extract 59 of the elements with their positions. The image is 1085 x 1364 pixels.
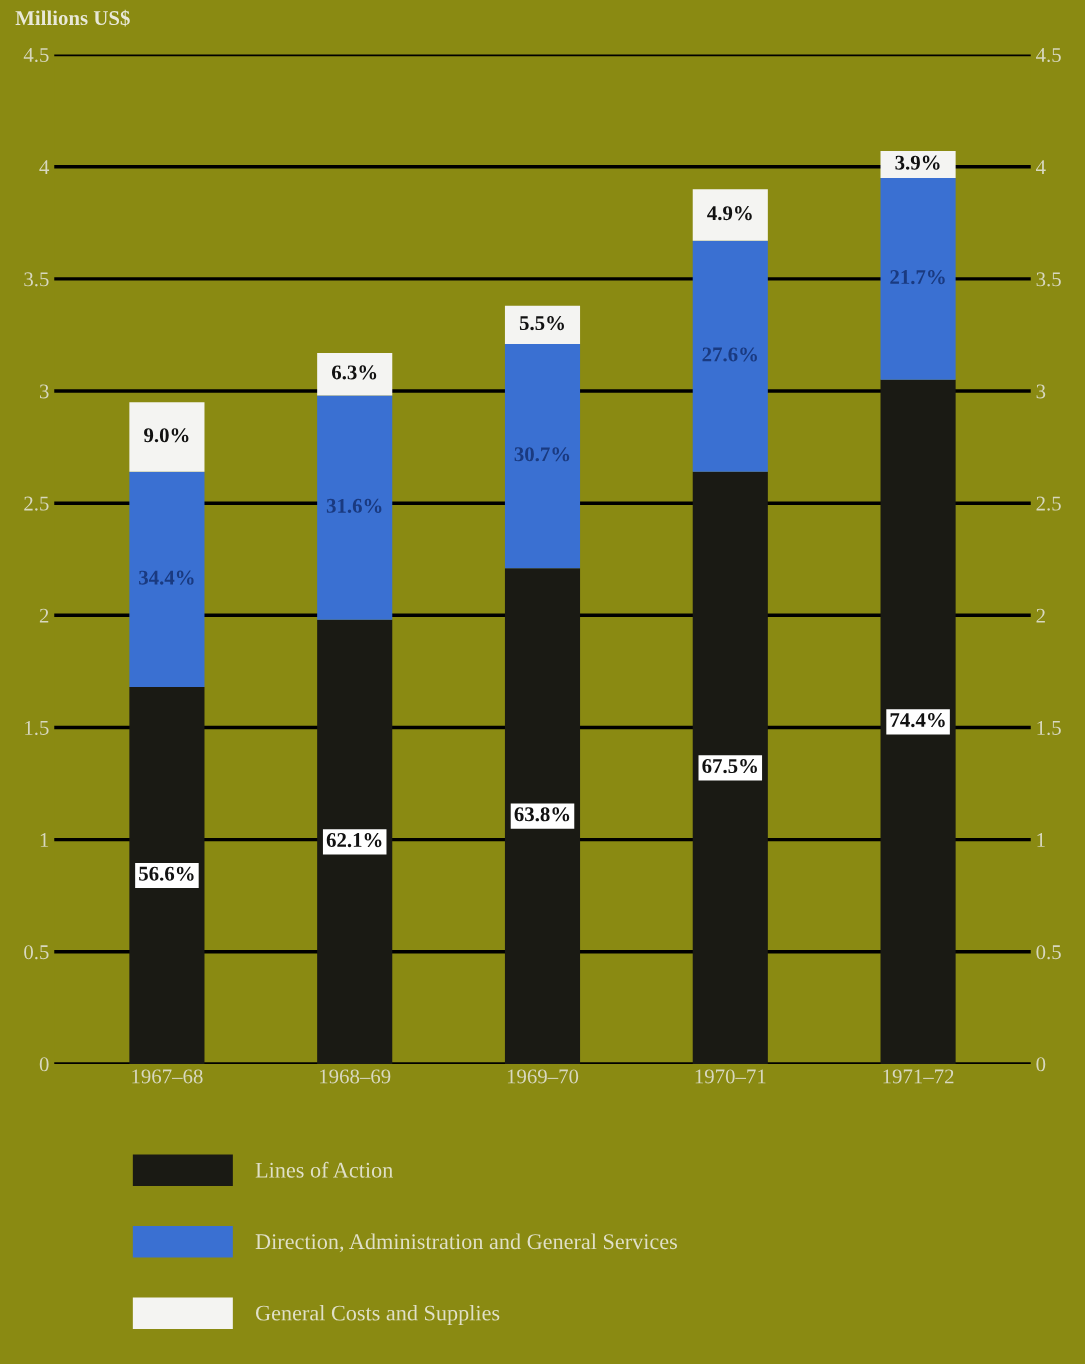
x-tick-label: 1970–71 bbox=[695, 1069, 766, 1084]
annotation: 63.8% bbox=[514, 807, 570, 822]
annotation: 21.7% bbox=[890, 270, 945, 285]
bar bbox=[692, 189, 768, 241]
bar bbox=[504, 305, 581, 344]
y2-tick-label: 1.5 bbox=[1037, 720, 1061, 735]
bar bbox=[129, 687, 205, 1064]
annotation: 31.6% bbox=[326, 498, 382, 513]
y-tick-label: 4 bbox=[39, 160, 50, 174]
bar bbox=[129, 402, 205, 472]
x-tick-label: 1968–69 bbox=[320, 1069, 391, 1084]
y-tick-label: 3.5 bbox=[24, 272, 49, 287]
bar bbox=[880, 151, 956, 178]
y-tick-label: 0.5 bbox=[24, 945, 49, 960]
y2-tick-label: 2 bbox=[1036, 608, 1045, 623]
annotation: 27.6% bbox=[702, 347, 757, 362]
annotation: 4.9% bbox=[707, 206, 752, 221]
annotation: 74.4% bbox=[890, 713, 945, 728]
bar bbox=[880, 177, 956, 380]
bar bbox=[129, 471, 205, 688]
y-tick-label: 1.5 bbox=[25, 720, 49, 735]
x-tick-label: 1967–68 bbox=[132, 1069, 203, 1084]
y-axis-title: Millions US$ bbox=[15, 9, 130, 27]
annotation: 9.0% bbox=[144, 428, 189, 443]
x-tick-label: 1971–72 bbox=[883, 1069, 954, 1084]
bar bbox=[692, 240, 768, 472]
y-tick-label: 1 bbox=[40, 833, 49, 847]
annotation: 6.3% bbox=[331, 365, 377, 380]
y2-tick-label: 3 bbox=[1036, 384, 1046, 399]
y2-tick-label: 4.5 bbox=[1036, 48, 1061, 63]
annotation: 62.1% bbox=[326, 833, 382, 848]
bar bbox=[317, 395, 393, 620]
y-tick-label: 3 bbox=[39, 384, 49, 399]
y-tick-label: 4.5 bbox=[23, 48, 49, 63]
y2-tick-label: 4 bbox=[1036, 160, 1046, 174]
annotation: 30.7% bbox=[514, 447, 570, 462]
annotation: 67.5% bbox=[702, 759, 757, 774]
y2-tick-label: 2.5 bbox=[1036, 496, 1061, 511]
bar bbox=[317, 619, 393, 1064]
bar bbox=[504, 568, 581, 1064]
y2-tick-label: 1 bbox=[1037, 833, 1045, 847]
bar bbox=[692, 471, 768, 1064]
legend-label: General Costs and Supplies bbox=[255, 1304, 500, 1326]
y-tick-label: 0 bbox=[39, 1057, 49, 1072]
y-tick-label: 2 bbox=[39, 608, 49, 623]
annotation: 5.5% bbox=[519, 316, 564, 331]
y2-tick-label: 0.5 bbox=[1036, 945, 1061, 960]
annotation: 3.9% bbox=[895, 155, 940, 170]
y-tick-label: 2.5 bbox=[24, 496, 49, 511]
bar bbox=[880, 379, 956, 1064]
legend-label: Direction, Administration and General Services bbox=[255, 1233, 677, 1253]
bar bbox=[504, 343, 581, 569]
legend-label: Lines of Action bbox=[255, 1161, 393, 1178]
y2-tick-label: 3.5 bbox=[1036, 272, 1061, 287]
y2-tick-label: 0 bbox=[1036, 1057, 1046, 1072]
annotation: 56.6% bbox=[139, 866, 194, 881]
bar bbox=[317, 352, 393, 396]
annotation: 34.4% bbox=[139, 570, 194, 585]
x-tick-label: 1969–70 bbox=[507, 1069, 579, 1084]
